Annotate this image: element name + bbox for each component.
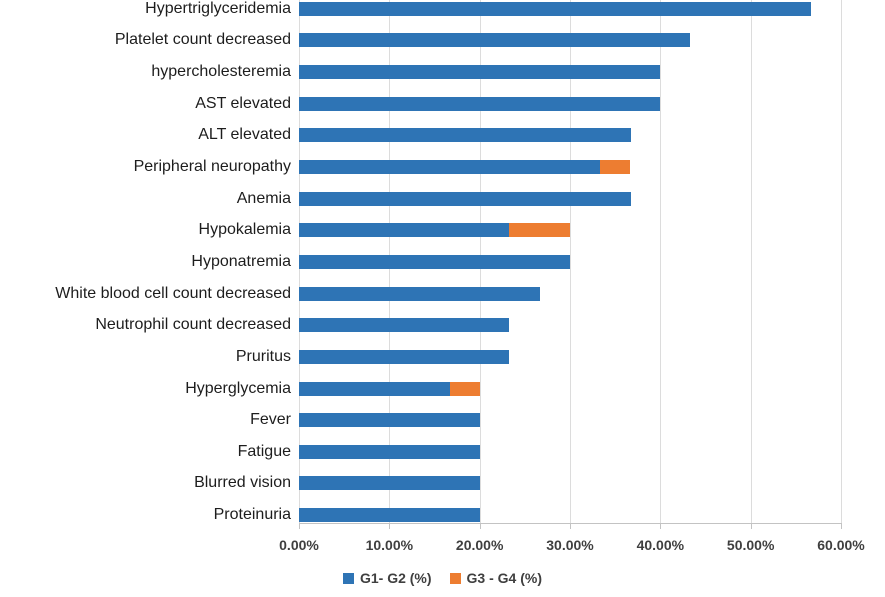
category-label: Blurred vision	[194, 474, 291, 492]
bar-track	[299, 508, 841, 523]
category-label: Pruritus	[235, 347, 291, 365]
bar-segment-g1-g2	[299, 381, 450, 396]
category-label: Neutrophil count decreased	[95, 316, 291, 334]
legend-label: G3 - G4 (%)	[466, 570, 543, 586]
bar-segment-g1-g2	[299, 476, 480, 491]
axis-tick	[570, 523, 571, 529]
bar-track	[299, 413, 841, 428]
bar-row: Fever	[0, 404, 885, 436]
axis-tick	[660, 523, 662, 529]
x-axis-tick-label: 60.00%	[817, 537, 865, 553]
bar-track	[299, 381, 841, 396]
axis-tick	[299, 523, 300, 529]
bar-segment-g1-g2	[299, 65, 661, 80]
category-label: Fever	[250, 411, 291, 429]
axis-tick	[750, 523, 752, 529]
bar-segment-g3-g4	[599, 160, 630, 175]
category-label: Anemia	[236, 189, 291, 207]
legend-item: G1- G2 (%)	[342, 570, 432, 586]
bar-track	[299, 223, 841, 238]
x-axis-tick-label: 50.00%	[726, 537, 775, 553]
bar-track	[299, 254, 841, 269]
gridline	[570, 0, 571, 523]
bar-segment-g1-g2	[299, 223, 510, 238]
bar-segment-g1-g2	[299, 349, 510, 364]
category-label: Proteinuria	[213, 506, 291, 524]
category-label: Hypertriglyceridemia	[145, 0, 291, 17]
x-axis-tick-label: 0.00%	[279, 537, 319, 553]
bar-segment-g1-g2	[299, 413, 480, 428]
bar-segment-g1-g2	[299, 1, 812, 16]
bar-track	[299, 286, 841, 301]
x-axis-tick-label: 20.00%	[455, 537, 504, 553]
bar-segment-g1-g2	[299, 286, 541, 301]
gridline	[841, 0, 842, 523]
category-label: Hypokalemia	[198, 221, 291, 239]
bar-row: Neutrophil count decreased	[0, 309, 885, 341]
legend-swatch-icon	[342, 572, 354, 584]
bar-track	[299, 65, 841, 80]
category-label: hypercholesteremia	[151, 63, 291, 81]
legend-label: G1- G2 (%)	[359, 570, 432, 586]
x-axis-tick-label: 30.00%	[546, 537, 594, 553]
bar-row: ALT elevated	[0, 120, 885, 152]
bar-row: AST elevated	[0, 88, 885, 120]
bar-segment-g1-g2	[299, 191, 631, 206]
category-label: Hyponatremia	[191, 252, 291, 270]
x-axis-labels: 0.00% 10.00% 20.00% 30.00% 40.00% 50.00% 60.00…	[279, 537, 865, 557]
bar-track	[299, 318, 841, 333]
legend-swatch-icon	[449, 572, 461, 584]
bar-segment-g1-g2	[299, 508, 480, 523]
bar-segment-g1-g2	[299, 444, 480, 459]
gridline	[660, 0, 662, 523]
bar-track	[299, 96, 841, 111]
bar-row: Blurred vision	[0, 468, 885, 500]
bar-track	[299, 191, 841, 206]
bar-track	[299, 160, 841, 175]
bar-segment-g1-g2	[299, 33, 691, 48]
bar-segment-g3-g4	[509, 223, 570, 238]
axis-tick	[479, 523, 481, 529]
bar-row: Hypokalemia	[0, 214, 885, 246]
bar-row: White blood cell count decreased	[0, 278, 885, 310]
category-label: Fatigue	[237, 442, 291, 460]
bar-row: Hyperglycemia	[0, 373, 885, 405]
bar-row: Peripheral neuropathy	[0, 151, 885, 183]
bar-track	[299, 476, 841, 491]
category-label: Platelet count decreased	[114, 31, 291, 49]
bar-segment-g3-g4	[449, 381, 480, 396]
bar-row: Fatigue	[0, 436, 885, 468]
bar-row: Pruritus	[0, 341, 885, 373]
bar-segment-g1-g2	[299, 318, 510, 333]
legend: G1- G2 (%) G3 - G4 (%)	[0, 570, 885, 586]
bar-row: Hypertriglyceridemia	[0, 0, 885, 25]
bar-row: hypercholesteremia	[0, 56, 885, 88]
category-label: ALT elevated	[198, 126, 291, 144]
bar-track	[299, 33, 841, 48]
bar-row: Platelet count decreased	[0, 25, 885, 57]
bar-segment-g1-g2	[299, 128, 631, 143]
bar-row: Hyponatremia	[0, 246, 885, 278]
bar-row: Anemia	[0, 183, 885, 215]
bar-track	[299, 128, 841, 143]
category-label: AST elevated	[195, 94, 291, 112]
category-label: Hyperglycemia	[185, 379, 291, 397]
bar-segment-g1-g2	[299, 254, 570, 269]
axis-tick	[841, 523, 842, 529]
bar-rows: Hypertriglyceridemia Platelet count decre…	[0, 0, 885, 531]
bar-track	[299, 349, 841, 364]
bar-row: Proteinuria	[0, 499, 885, 531]
x-axis-tick-label: 10.00%	[365, 537, 414, 553]
x-axis-tick-label: 40.00%	[636, 537, 685, 553]
bar-track	[299, 444, 841, 459]
category-label: White blood cell count decreased	[55, 284, 291, 302]
axis-tick	[389, 523, 391, 529]
category-label: Peripheral neuropathy	[133, 158, 291, 176]
bar-segment-g1-g2	[299, 96, 661, 111]
bar-track	[299, 1, 841, 16]
legend-item: G3 - G4 (%)	[449, 570, 543, 586]
bar-segment-g1-g2	[299, 160, 600, 175]
gridline	[750, 0, 752, 523]
